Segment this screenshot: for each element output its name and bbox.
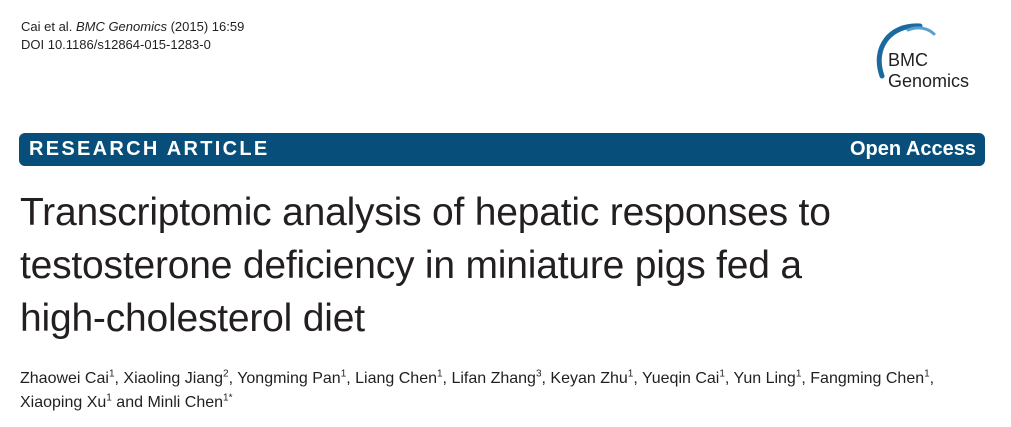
author[interactable]: Keyan Zhu1 — [550, 368, 634, 387]
author[interactable]: Liang Chen1 — [355, 368, 443, 387]
author-name: Yongming Pan — [237, 370, 341, 387]
author-affiliation: 1 — [795, 368, 802, 380]
article-type-banner: RESEARCH ARTICLE Open Access — [19, 133, 985, 166]
bmc-logo-icon — [876, 23, 936, 79]
logo-line-1: BMC — [888, 50, 928, 70]
author-separator: , — [228, 370, 238, 387]
citation-line: Cai et al. BMC Genomics (2015) 16:59 — [21, 18, 244, 36]
author-affiliation: 1* — [223, 392, 233, 404]
title-line-2: testosterone deficiency in miniature pig… — [20, 244, 802, 287]
author[interactable]: Yongming Pan1 — [237, 368, 347, 387]
author[interactable]: Yueqin Cai1 — [641, 368, 725, 387]
author-affiliation: 1 — [719, 368, 725, 380]
citation-details: (2015) 16:59 — [170, 19, 245, 34]
author[interactable]: Yun Ling1 — [733, 368, 802, 387]
logo-text: BMC Genomics — [888, 50, 969, 92]
author-separator: , — [801, 370, 811, 387]
citation-block: Cai et al. BMC Genomics (2015) 16:59 DOI… — [21, 18, 244, 54]
author[interactable]: Fangming Chen1 — [810, 368, 930, 387]
author-name: Minli Chen — [147, 394, 224, 411]
author-name: Fangming Chen — [810, 370, 925, 387]
author-affiliation: 2 — [223, 368, 229, 380]
author-separator: , — [929, 370, 939, 387]
author[interactable]: Minli Chen1* — [147, 392, 233, 411]
author-name: Xiaoling Jiang — [123, 370, 224, 387]
article-title: Transcriptomic analysis of hepatic respo… — [20, 186, 980, 345]
author-name: Lifan Zhang — [451, 370, 536, 387]
author-affiliation: 3 — [535, 368, 542, 380]
author[interactable]: Xiaoping Xu1 — [20, 392, 112, 411]
author-affiliation: 1 — [436, 368, 443, 380]
article-type: RESEARCH ARTICLE — [29, 138, 270, 160]
author-name: Liang Chen — [355, 370, 437, 387]
author[interactable]: Zhaowei Cai1 — [20, 368, 115, 387]
author-list: Zhaowei Cai1, Xiaoling Jiang2, Yongming … — [20, 367, 980, 415]
title-line-3: high-cholesterol diet — [20, 297, 365, 340]
author-separator: , — [346, 370, 356, 387]
author-separator: , — [442, 370, 452, 387]
author-affiliation: 1 — [627, 368, 634, 380]
author-separator: , — [114, 370, 124, 387]
author[interactable]: Xiaoling Jiang2 — [123, 368, 229, 387]
author-affiliation: 1 — [106, 392, 112, 404]
author-affiliation: 1 — [108, 368, 115, 380]
citation-authors: Cai et al. — [21, 19, 73, 34]
author-separator: , — [633, 370, 642, 387]
author-separator: , — [724, 370, 734, 387]
author-name: Zhaowei Cai — [20, 370, 109, 387]
citation-journal: BMC Genomics — [75, 19, 167, 34]
open-access-label: Open Access — [850, 138, 976, 160]
author[interactable]: Lifan Zhang3 — [451, 368, 542, 387]
author-name: Xiaoping Xu — [20, 394, 107, 411]
author-name: Yueqin Cai — [641, 370, 720, 387]
author-name: Yun Ling — [733, 370, 796, 387]
author-separator: and — [111, 394, 148, 411]
author-name: Keyan Zhu — [550, 370, 628, 387]
author-separator: , — [541, 370, 551, 387]
doi[interactable]: DOI 10.1186/s12864-015-1283-0 — [21, 37, 211, 52]
author-affiliation: 1 — [340, 368, 347, 380]
logo-line-2: Genomics — [888, 71, 970, 91]
title-line-1: Transcriptomic analysis of hepatic respo… — [20, 191, 831, 234]
author-affiliation: 1 — [924, 368, 930, 380]
